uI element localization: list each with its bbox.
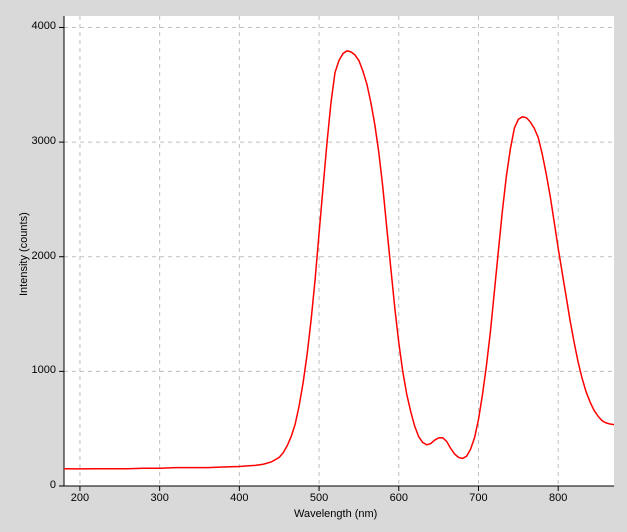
y-tick-label: 0	[50, 479, 56, 491]
plot-area	[64, 16, 614, 486]
plot-svg	[64, 16, 614, 486]
y-tick-label: 1000	[32, 364, 56, 376]
chart-container: 200 300 400 500 600 700 800 0 1000 2000 3000 4000 W…	[0, 0, 627, 532]
x-tick-label: 300	[145, 492, 175, 504]
x-tick-label: 200	[65, 492, 95, 504]
y-axis-title: Intensity (counts)	[18, 212, 30, 296]
x-tick-label: 700	[463, 492, 493, 504]
x-tick-label: 800	[543, 492, 573, 504]
x-tick-label: 400	[224, 492, 254, 504]
y-tick-label: 4000	[32, 20, 56, 32]
x-axis-title: Wavelength (nm)	[294, 508, 377, 520]
x-tick-label: 500	[304, 492, 334, 504]
y-tick-label: 2000	[32, 250, 56, 262]
spectrum-line	[64, 51, 614, 469]
y-tick-label: 3000	[32, 135, 56, 147]
x-tick-label: 600	[384, 492, 414, 504]
